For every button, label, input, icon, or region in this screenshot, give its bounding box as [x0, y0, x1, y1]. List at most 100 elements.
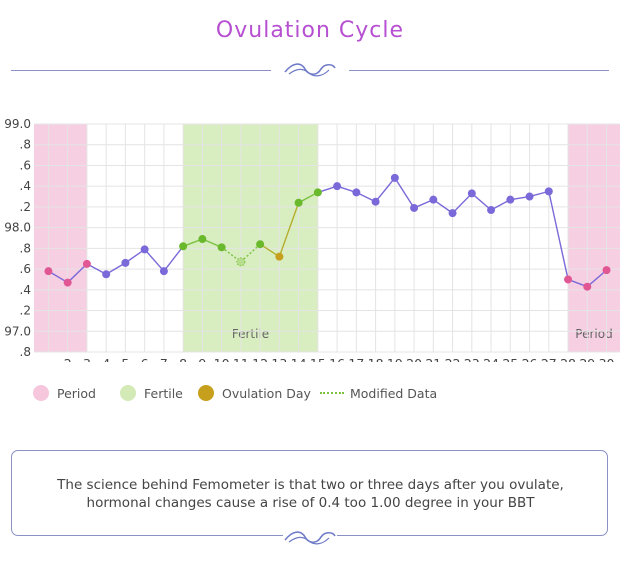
x-tick-label: 25: [502, 356, 518, 362]
y-tick-label: .4: [20, 179, 31, 193]
x-tick-label: 27: [541, 356, 557, 362]
data-point-day-4: [102, 270, 111, 279]
x-tick-label: 9: [198, 356, 206, 362]
y-tick-label: .8: [20, 345, 31, 359]
data-point-day-29: [583, 282, 592, 291]
chart-legend: Period Fertile Ovulation Day Modified Da…: [0, 383, 620, 403]
series-line-segment: [452, 192, 473, 214]
series-line-segment: [144, 248, 165, 272]
data-point-day-27: [544, 187, 553, 196]
legend-modified-label: Modified Data: [350, 385, 438, 401]
info-line-1: The science behind Femometer is that two…: [57, 477, 564, 493]
data-point-day-8: [179, 242, 188, 251]
x-tick-label: 18: [368, 356, 384, 362]
data-point-day-28: [564, 275, 573, 284]
x-tick-label: 20: [406, 356, 422, 362]
x-tick-label: 29: [579, 356, 595, 362]
y-tick-label: .4: [20, 283, 31, 297]
data-point-day-23: [467, 189, 476, 198]
y-tick-label: 98.0: [4, 221, 31, 235]
legend-fertile-label: Fertile: [144, 385, 183, 401]
bbt-chart: Fertile Period99.0.8.6.4.298.0.8.6.4.297.…: [4, 117, 620, 362]
info-line-2: hormonal changes cause a rise of 0.4 too…: [86, 495, 535, 511]
series-line-segment: [394, 177, 415, 209]
header-divider-left: [11, 70, 271, 71]
legend-ovulation-label: Ovulation Day: [222, 385, 311, 401]
swirl-ornament-bottom-icon: [283, 528, 337, 548]
x-tick-label: 26: [522, 356, 538, 362]
legend-item-period: Period: [33, 383, 96, 403]
data-point-day-25: [506, 195, 515, 204]
series-line-segment: [471, 192, 492, 211]
x-tick-label: 10: [214, 356, 230, 362]
y-tick-label: 99.0: [4, 117, 31, 131]
data-point-day-10: [217, 243, 226, 252]
x-tick-label: 19: [387, 356, 403, 362]
y-tick-label: .8: [20, 138, 31, 152]
data-point-day-6: [140, 245, 149, 254]
data-point-day-19: [390, 173, 399, 182]
y-tick-label: .6: [20, 158, 31, 172]
x-tick-label: 5: [121, 356, 129, 362]
x-tick-label: 22: [445, 356, 461, 362]
series-line-segment: [163, 245, 184, 272]
data-point-day-11: [236, 257, 246, 267]
x-tick-label: 11: [233, 356, 249, 362]
x-tick-label: 13: [271, 356, 287, 362]
legend-ovulation-swatch: [198, 385, 214, 401]
x-tick-label: 21: [425, 356, 441, 362]
band-label-period: Period: [575, 327, 612, 341]
data-point-day-1: [44, 267, 53, 276]
band-label-fertile: Fertile: [232, 327, 269, 341]
legend-item-ovulation: Ovulation Day: [198, 383, 311, 403]
series-line-segment: [221, 246, 242, 263]
data-point-day-9: [198, 235, 207, 244]
x-tick-label: 15: [310, 356, 326, 362]
data-point-day-16: [333, 182, 342, 191]
band-period-2: [568, 124, 620, 352]
x-tick-label: 8: [179, 356, 187, 362]
band-period-0: [34, 124, 87, 352]
y-tick-label: 97.0: [4, 324, 31, 338]
data-point-day-20: [410, 203, 419, 212]
data-point-day-24: [487, 206, 496, 215]
x-tick-label: 30: [599, 356, 615, 362]
data-point-day-22: [448, 209, 457, 218]
series-line-segment: [67, 263, 88, 284]
legend-item-modified: Modified Data: [320, 383, 437, 403]
legend-fertile-swatch: [120, 385, 136, 401]
series-line-segment: [375, 177, 396, 203]
series-line-segment: [548, 191, 569, 280]
x-tick-label: 28: [560, 356, 576, 362]
data-point-day-14: [294, 198, 303, 207]
series-line-segment: [586, 269, 607, 288]
x-tick-label: 6: [141, 356, 149, 362]
swirl-ornament-icon: [284, 63, 336, 77]
data-point-day-7: [159, 267, 168, 276]
data-point-day-3: [82, 259, 91, 268]
y-tick-label: .8: [20, 241, 31, 255]
data-point-day-15: [313, 188, 322, 197]
legend-item-fertile: Fertile: [120, 383, 183, 403]
y-tick-label: .2: [20, 304, 31, 318]
legend-period-swatch: [33, 385, 49, 401]
data-point-day-17: [352, 188, 361, 197]
y-tick-label: .6: [20, 262, 31, 276]
data-point-day-2: [63, 278, 72, 287]
x-tick-label: 17: [348, 356, 364, 362]
header-divider-right: [349, 70, 609, 71]
data-point-day-21: [429, 195, 438, 204]
x-tick-label: 3: [83, 356, 91, 362]
x-tick-label: 23: [464, 356, 480, 362]
series-line-segment: [278, 202, 300, 257]
x-tick-label: 16: [329, 356, 345, 362]
data-point-day-18: [371, 197, 380, 206]
info-text: The science behind Femometer is that two…: [12, 476, 609, 512]
x-tick-label: 2: [64, 356, 72, 362]
data-point-day-30: [602, 266, 611, 275]
legend-modified-swatch: [320, 392, 344, 394]
x-tick-label: 4: [102, 356, 110, 362]
x-tick-label: 12: [252, 356, 268, 362]
legend-period-label: Period: [57, 385, 96, 401]
data-point-day-5: [121, 258, 130, 267]
